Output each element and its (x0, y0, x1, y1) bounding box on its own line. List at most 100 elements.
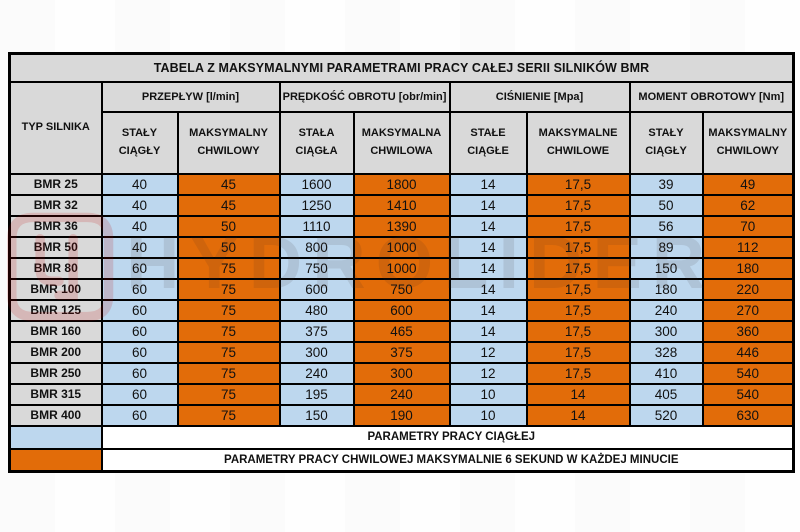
torque-momentary-value: 360 (701, 319, 795, 343)
table-row: BMR 25 40 45 1600 1800 14 17,5 39 49 (8, 172, 795, 196)
table-row: BMR 100 60 75 600 750 14 17,5 180 220 (8, 277, 795, 301)
pressure-continuous-value: 14 (448, 214, 528, 238)
flow-continuous-value: 60 (100, 340, 179, 364)
torque-momentary-value: 540 (701, 361, 795, 385)
pressure-continuous-value: 14 (448, 256, 528, 280)
flow-momentary-value: 75 (176, 403, 281, 427)
flow-continuous-value: 40 (100, 193, 179, 217)
speed-continuous-value: 480 (278, 298, 355, 322)
group-header-rotation-speed: PRĘDKOŚĆ OBROTU [obr/min] (278, 80, 451, 113)
speed-continuous-value: 150 (278, 403, 355, 427)
flow-continuous-value: 60 (100, 319, 179, 343)
sub-header-pressure-momentary: MAKSYMALNE CHWILOWE (525, 110, 631, 175)
table-row: BMR 400 60 75 150 190 10 14 520 630 (8, 403, 795, 427)
pressure-momentary-value: 17,5 (525, 193, 631, 217)
torque-continuous-value: 520 (628, 403, 704, 427)
flow-continuous-value: 40 (100, 214, 179, 238)
pressure-continuous-value: 10 (448, 382, 528, 406)
group-header-flow: PRZEPŁYW [l/min] (100, 80, 281, 113)
row-type-label: BMR 250 (8, 361, 103, 385)
pressure-momentary-value: 17,5 (525, 361, 631, 385)
flow-continuous-value: 60 (100, 361, 179, 385)
speed-momentary-value: 1390 (352, 214, 451, 238)
pressure-continuous-value: 14 (448, 319, 528, 343)
flow-continuous-value: 60 (100, 277, 179, 301)
row-type-label: BMR 100 (8, 277, 103, 301)
row-type-label: BMR 200 (8, 340, 103, 364)
table-row: BMR 50 40 50 800 1000 14 17,5 89 112 (8, 235, 795, 259)
pressure-momentary-value: 14 (525, 403, 631, 427)
sub-header-flow-momentary: MAKSYMALNY CHWILOWY (176, 110, 281, 175)
row-type-label: BMR 32 (8, 193, 103, 217)
table-row: BMR 250 60 75 240 300 12 17,5 410 540 (8, 361, 795, 385)
torque-momentary-value: 446 (701, 340, 795, 364)
table-title: TABELA Z MAKSYMALNYMI PARAMETRAMI PRACY … (8, 52, 795, 83)
torque-momentary-value: 630 (701, 403, 795, 427)
speed-momentary-value: 1800 (352, 172, 451, 196)
speed-continuous-value: 800 (278, 235, 355, 259)
pressure-continuous-value: 10 (448, 403, 528, 427)
row-type-label: BMR 80 (8, 256, 103, 280)
speed-continuous-value: 1250 (278, 193, 355, 217)
legend-swatch-continuous (8, 424, 103, 450)
speed-momentary-value: 465 (352, 319, 451, 343)
col-header-motor-type: TYP SILNIKA (8, 80, 103, 175)
pressure-momentary-value: 17,5 (525, 319, 631, 343)
flow-momentary-value: 50 (176, 235, 281, 259)
flow-momentary-value: 75 (176, 277, 281, 301)
speed-momentary-value: 375 (352, 340, 451, 364)
legend-label-continuous: PARAMETRY PRACY CIĄGŁEJ (100, 424, 795, 450)
torque-continuous-value: 50 (628, 193, 704, 217)
speed-momentary-value: 600 (352, 298, 451, 322)
flow-continuous-value: 60 (100, 403, 179, 427)
torque-momentary-value: 220 (701, 277, 795, 301)
speed-continuous-value: 375 (278, 319, 355, 343)
speed-continuous-value: 1600 (278, 172, 355, 196)
speed-momentary-value: 240 (352, 382, 451, 406)
pressure-continuous-value: 14 (448, 193, 528, 217)
group-header-pressure: CIŚNIENIE [Mpa] (448, 80, 631, 113)
title-row: TABELA Z MAKSYMALNYMI PARAMETRAMI PRACY … (8, 52, 795, 83)
pressure-momentary-value: 17,5 (525, 340, 631, 364)
speed-momentary-value: 190 (352, 403, 451, 427)
pressure-continuous-value: 14 (448, 235, 528, 259)
table-row: BMR 160 60 75 375 465 14 17,5 300 360 (8, 319, 795, 343)
torque-continuous-value: 39 (628, 172, 704, 196)
pressure-momentary-value: 17,5 (525, 214, 631, 238)
flow-momentary-value: 45 (176, 172, 281, 196)
torque-momentary-value: 180 (701, 256, 795, 280)
legend-row-continuous: PARAMETRY PRACY CIĄGŁEJ (8, 424, 795, 450)
sub-header-pressure-continuous: STAŁE CIĄGŁE (448, 110, 528, 175)
flow-momentary-value: 75 (176, 361, 281, 385)
flow-momentary-value: 75 (176, 382, 281, 406)
bmr-parameters-table: TABELA Z MAKSYMALNYMI PARAMETRAMI PRACY … (8, 52, 796, 473)
flow-continuous-value: 40 (100, 235, 179, 259)
sub-header-speed-momentary: MAKSYMALNA CHWILOWA (352, 110, 451, 175)
flow-continuous-value: 60 (100, 256, 179, 280)
torque-continuous-value: 89 (628, 235, 704, 259)
flow-momentary-value: 50 (176, 214, 281, 238)
torque-continuous-value: 180 (628, 277, 704, 301)
pressure-momentary-value: 17,5 (525, 172, 631, 196)
legend-row-momentary: PARAMETRY PRACY CHWILOWEJ MAKSYMALNIE 6 … (8, 447, 795, 473)
speed-continuous-value: 300 (278, 340, 355, 364)
row-type-label: BMR 125 (8, 298, 103, 322)
speed-continuous-value: 240 (278, 361, 355, 385)
flow-continuous-value: 60 (100, 382, 179, 406)
pressure-continuous-value: 14 (448, 277, 528, 301)
group-header-row: TYP SILNIKA PRZEPŁYW [l/min] PRĘDKOŚĆ OB… (8, 80, 795, 175)
table-row: BMR 200 60 75 300 375 12 17,5 328 446 (8, 340, 795, 364)
torque-momentary-value: 540 (701, 382, 795, 406)
torque-continuous-value: 56 (628, 214, 704, 238)
table-row: BMR 32 40 45 1250 1410 14 17,5 50 62 (8, 193, 795, 217)
torque-momentary-value: 270 (701, 298, 795, 322)
row-type-label: BMR 315 (8, 382, 103, 406)
pressure-continuous-value: 12 (448, 340, 528, 364)
speed-continuous-value: 750 (278, 256, 355, 280)
speed-momentary-value: 1000 (352, 235, 451, 259)
flow-momentary-value: 75 (176, 319, 281, 343)
pressure-momentary-value: 17,5 (525, 277, 631, 301)
speed-continuous-value: 1110 (278, 214, 355, 238)
torque-continuous-value: 300 (628, 319, 704, 343)
